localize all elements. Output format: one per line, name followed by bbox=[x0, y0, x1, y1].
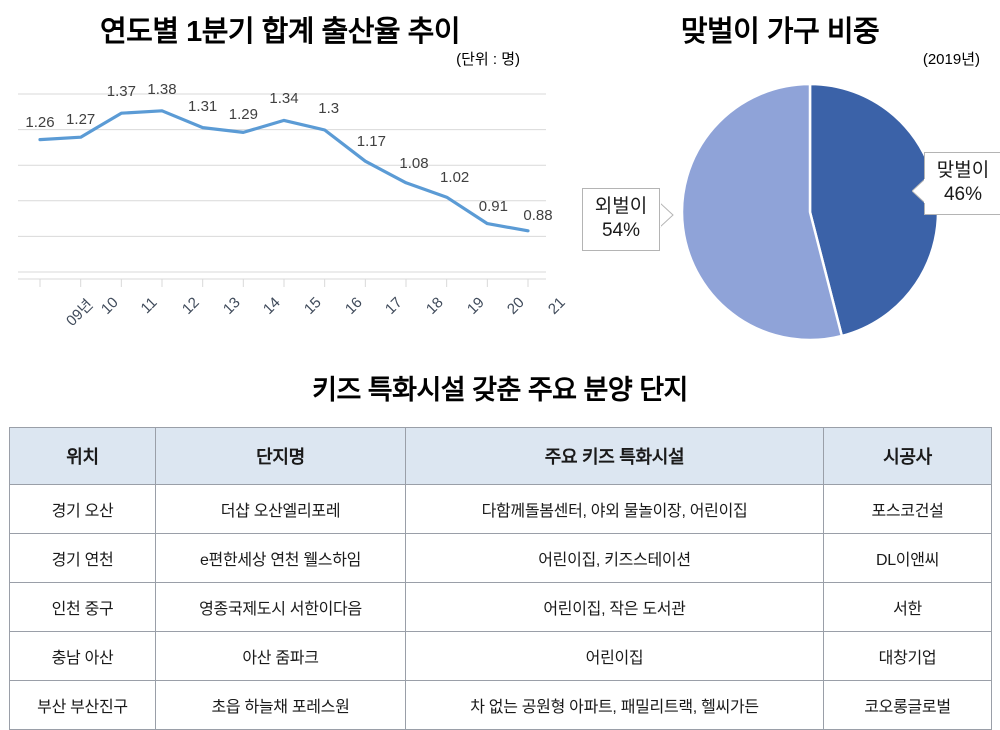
pie-callout-dual-income: 맞벌이 46% bbox=[912, 152, 1000, 215]
cell-builder: 서한 bbox=[823, 582, 992, 632]
line-chart-svg bbox=[18, 93, 546, 273]
table-body: 경기 오산 더샵 오산엘리포레 다함께돌봄센터, 야외 물놀이장, 어린이집 포스코건… bbox=[9, 484, 992, 730]
cell-complex: 영종국제도시 서한이다음 bbox=[155, 582, 406, 632]
x-axis-ticks bbox=[18, 278, 546, 287]
cell-facility: 어린이집, 키즈스테이션 bbox=[405, 533, 824, 583]
cell-location: 부산 부산진구 bbox=[9, 680, 156, 730]
data-label: 1.34 bbox=[269, 90, 299, 108]
cell-complex: e편한세상 연천 웰스하임 bbox=[155, 533, 406, 583]
callout-right-tail-icon bbox=[912, 179, 926, 204]
birthrate-line-series bbox=[38, 109, 530, 233]
x-tick-label: 15 bbox=[300, 294, 325, 318]
cell-location: 충남 아산 bbox=[9, 631, 156, 681]
x-axis-labels: 09년 10 11 12 13 14 15 16 17 18 19 20 21 bbox=[18, 278, 569, 338]
table-header-builder: 시공사 bbox=[823, 427, 992, 485]
pie-chart-subtitle: (2019년) bbox=[922, 51, 980, 68]
cell-builder: 포스코건설 bbox=[823, 484, 992, 534]
x-tick-label: 14 bbox=[260, 294, 285, 318]
x-tick-label: 19 bbox=[463, 294, 488, 318]
table-header-facility: 주요 키즈 특화시설 bbox=[405, 427, 824, 485]
table-row: 경기 연천 e편한세상 연천 웰스하임 어린이집, 키즈스테이션 DL이앤씨 bbox=[9, 533, 992, 583]
line-chart-unit-note: (단위 : 명) bbox=[456, 51, 520, 68]
cell-location: 경기 오산 bbox=[9, 484, 156, 534]
cell-facility: 차 없는 공원형 아파트, 패밀리트랙, 헬씨가든 bbox=[405, 680, 824, 730]
x-tick-label: 16 bbox=[341, 294, 366, 318]
data-label: 1.3 bbox=[318, 100, 340, 117]
data-label: 0.88 bbox=[523, 206, 553, 224]
data-label: 1.31 bbox=[188, 97, 218, 115]
cell-location: 경기 연천 bbox=[9, 533, 156, 583]
x-tick-label: 09년 bbox=[63, 296, 97, 330]
pie-slice-single-income bbox=[680, 82, 844, 342]
data-label: 1.17 bbox=[356, 133, 386, 151]
x-tick-label: 11 bbox=[137, 294, 161, 318]
table-row: 인천 중구 영종국제도시 서한이다음 어린이집, 작은 도서관 서한 bbox=[9, 582, 992, 632]
pie-chart-graphic bbox=[680, 82, 940, 342]
data-label: 1.29 bbox=[228, 106, 258, 124]
table-row: 경기 오산 더샵 오산엘리포레 다함께돌봄센터, 야외 물놀이장, 어린이집 포스코건… bbox=[9, 484, 992, 534]
pie-callout-single-income: 외벌이 54% bbox=[582, 188, 674, 251]
gridlines bbox=[18, 93, 546, 273]
callout-left-label: 외벌이 bbox=[594, 196, 648, 217]
x-tick-label: 12 bbox=[178, 294, 203, 318]
line-chart-title: 연도별 1분기 합계 출산율 추이 bbox=[99, 16, 461, 48]
table-header-location: 위치 bbox=[9, 427, 156, 485]
data-label: 1.38 bbox=[147, 80, 177, 98]
cell-facility: 어린이집 bbox=[405, 631, 824, 681]
kids-facility-table: 위치 단지명 주요 키즈 특화시설 시공사 경기 오산 더샵 오산엘리포레 다함께돌… bbox=[9, 427, 992, 730]
pie-chart-title: 맞벌이 가구 비중 bbox=[680, 16, 880, 48]
data-label: 1.37 bbox=[106, 83, 136, 101]
x-tick-label: 17 bbox=[382, 294, 407, 318]
cell-builder: DL이앤씨 bbox=[823, 533, 992, 583]
cell-complex: 초읍 하늘채 포레스원 bbox=[155, 680, 406, 730]
table-row: 부산 부산진구 초읍 하늘채 포레스원 차 없는 공원형 아파트, 패밀리트랙, 헬… bbox=[9, 680, 992, 730]
data-label: 1.26 bbox=[25, 113, 55, 131]
cell-builder: 대창기업 bbox=[823, 631, 992, 681]
cell-facility: 어린이집, 작은 도서관 bbox=[405, 582, 824, 632]
x-tick-label: 18 bbox=[422, 294, 447, 318]
callout-right-label: 맞벌이 bbox=[936, 160, 990, 181]
cell-complex: 아산 줌파크 bbox=[155, 631, 406, 681]
line-chart-plot: 1.26 1.27 1.37 1.38 1.31 1.29 1.34 1.3 1.17 1.08 1… bbox=[18, 81, 553, 278]
x-tick-label: 13 bbox=[219, 294, 244, 318]
callout-right-percent: 46% bbox=[943, 183, 983, 205]
data-label: 1.27 bbox=[66, 111, 96, 129]
data-label: 1.08 bbox=[399, 154, 429, 172]
x-tick-label: 20 bbox=[504, 294, 529, 318]
cell-builder: 코오롱글로벌 bbox=[823, 680, 992, 730]
table-header-row: 위치 단지명 주요 키즈 특화시설 시공사 bbox=[9, 427, 992, 485]
cell-location: 인천 중구 bbox=[9, 582, 156, 632]
cell-complex: 더샵 오산엘리포레 bbox=[155, 484, 406, 534]
callout-left-tail-icon bbox=[660, 203, 674, 228]
x-tick-label: 10 bbox=[97, 294, 122, 318]
table-header-complex: 단지명 bbox=[155, 427, 406, 485]
table-row: 충남 아산 아산 줌파크 어린이집 대창기업 bbox=[9, 631, 992, 681]
pie-chart-svg bbox=[680, 82, 940, 342]
data-label: 1.02 bbox=[440, 169, 470, 187]
cell-facility: 다함께돌봄센터, 야외 물놀이장, 어린이집 bbox=[405, 484, 824, 534]
callout-left-percent: 54% bbox=[601, 219, 641, 241]
line-chart-panel: 연도별 1분기 합계 출산율 추이 (단위 : 명) 1.26 1.27 1.37 1… bbox=[0, 0, 569, 345]
data-label: 0.91 bbox=[478, 197, 508, 215]
pie-chart-panel: 맞벌이 가구 비중 (2019년) 외벌이 54% 맞벌이 46% bbox=[560, 0, 1000, 345]
table-title: 키즈 특화시설 갖춘 주요 분양 단지 bbox=[312, 375, 688, 405]
